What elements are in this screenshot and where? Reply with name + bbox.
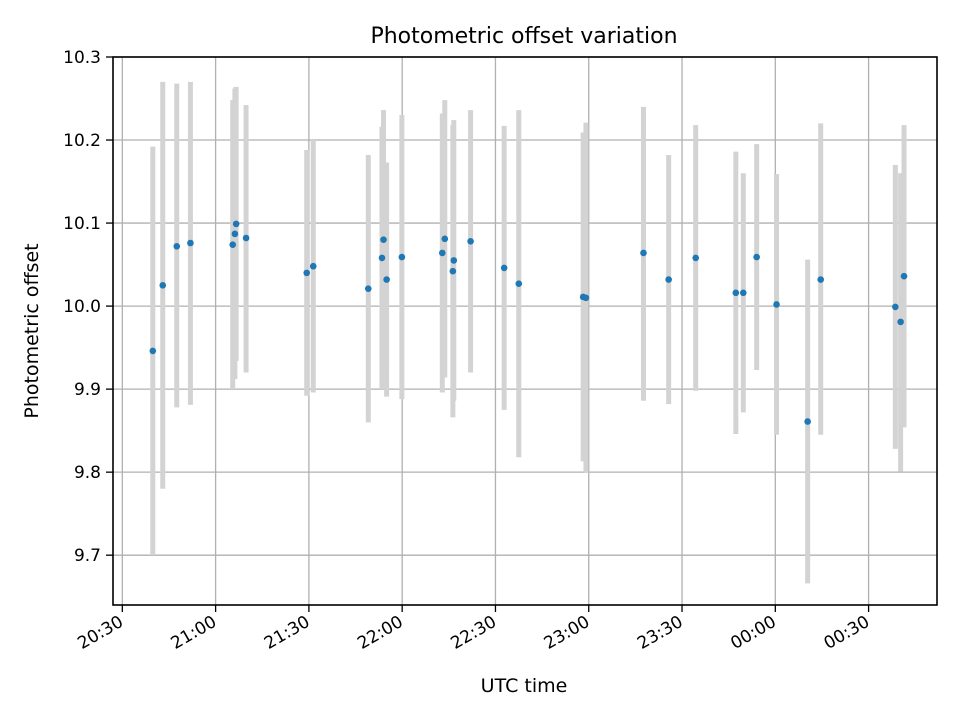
data-point — [173, 243, 181, 250]
data-point — [383, 276, 390, 283]
data-points — [149, 220, 908, 425]
data-point — [441, 235, 449, 243]
data-point — [817, 276, 825, 283]
y-tick-label: 9.7 — [74, 546, 101, 566]
data-point — [232, 220, 240, 228]
y-tick-label: 10.2 — [63, 131, 101, 151]
y-tick-label: 9.9 — [74, 380, 101, 400]
data-point — [665, 276, 672, 283]
data-point — [900, 272, 908, 280]
data-point — [467, 238, 474, 245]
data-point — [892, 303, 899, 311]
data-point — [364, 285, 372, 292]
data-point — [378, 254, 386, 262]
data-point — [804, 418, 811, 425]
data-point — [303, 269, 311, 277]
y-axis-label: Photometric offset — [21, 243, 43, 418]
y-tick-label: 10.0 — [63, 297, 101, 317]
grid-lines — [113, 56, 937, 605]
x-axis-label: UTC time — [481, 675, 568, 697]
data-point — [380, 236, 387, 243]
data-point — [515, 280, 523, 287]
y-axis-ticks: 9.7 9.8 9.9 10.0 10.1 10.2 10.3 — [63, 48, 113, 566]
data-point — [159, 282, 167, 289]
data-point — [309, 262, 317, 270]
data-point — [242, 234, 250, 242]
chart-title: Photometric offset variation — [370, 24, 677, 49]
data-point — [449, 267, 457, 275]
y-tick-label: 10.3 — [63, 48, 101, 68]
data-point — [500, 264, 508, 272]
data-point — [732, 289, 740, 297]
data-point — [582, 294, 590, 302]
data-point — [753, 253, 760, 261]
data-point — [438, 249, 446, 257]
data-point — [692, 254, 700, 262]
data-point — [149, 347, 157, 355]
data-point — [450, 257, 458, 264]
data-point — [640, 249, 647, 257]
y-tick-label: 9.8 — [74, 463, 101, 483]
y-tick-label: 10.1 — [63, 214, 101, 234]
data-point — [187, 239, 194, 247]
data-point — [773, 301, 780, 308]
data-point — [897, 318, 904, 326]
data-point — [739, 289, 747, 297]
data-point — [398, 253, 406, 261]
data-point — [229, 241, 237, 248]
data-point — [231, 230, 239, 238]
plot-frame — [112, 56, 938, 606]
